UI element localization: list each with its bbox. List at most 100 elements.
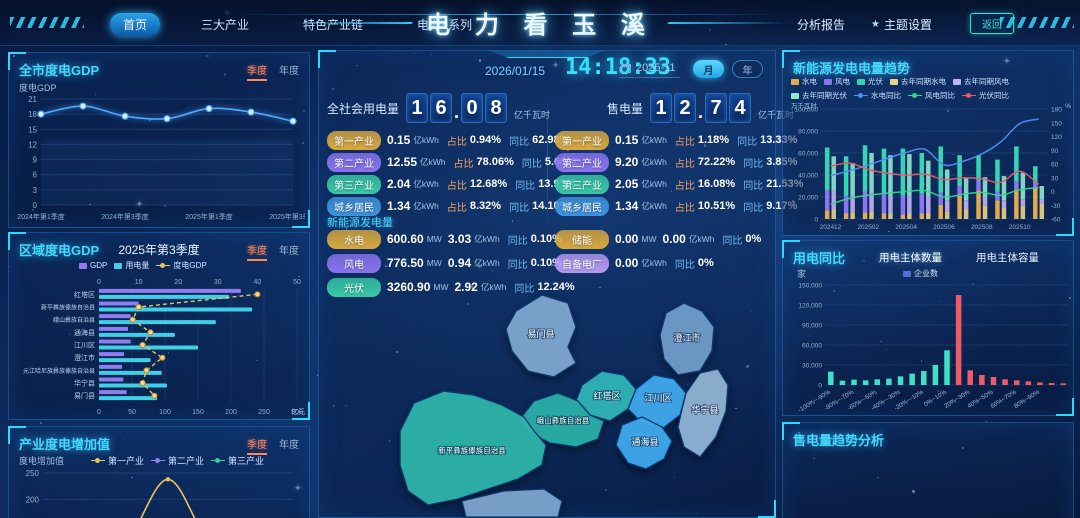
- category-badge: 光伏: [327, 277, 381, 297]
- legend-label: 度电GDP: [173, 261, 207, 270]
- svg-text:80,000: 80,000: [798, 129, 818, 136]
- svg-text:万千瓦时: 万千瓦时: [791, 101, 818, 110]
- tab-年度[interactable]: 年度: [279, 66, 299, 77]
- decor-slashes-right: [1000, 17, 1074, 28]
- panel-consumption-yoy: 用电同比 用电主体数量 用电主体容量 企业数 家 0 30,000 60,000 90,…: [782, 240, 1074, 416]
- period-button-月[interactable]: 月: [693, 60, 724, 78]
- category-badge: 第二产业: [555, 152, 609, 172]
- secondary-nav-item-主题设置[interactable]: ★ 主题设置: [871, 16, 932, 33]
- tab-季度[interactable]: 季度: [247, 436, 267, 455]
- svg-text:0: 0: [33, 201, 38, 210]
- svg-text:202502: 202502: [857, 224, 879, 231]
- svg-text:120,000: 120,000: [799, 303, 823, 310]
- legend-marker: [908, 93, 922, 98]
- tab-季度[interactable]: 季度: [247, 242, 267, 261]
- yoy-metric-tabs: 用电主体数量 用电主体容量: [879, 250, 1039, 265]
- map-district-峨山彝族自治县[interactable]: 峨山彝族自治县: [519, 392, 605, 448]
- yoy-value: 0%: [697, 257, 714, 269]
- svg-text:202504: 202504: [895, 224, 917, 231]
- svg-text:30: 30: [214, 279, 222, 286]
- nav-item-三大产业[interactable]: 三大产业: [201, 18, 250, 32]
- secondary-nav-label: 主题设置: [883, 18, 932, 32]
- legend-item-第一产业[interactable]: 第一产业: [91, 454, 144, 467]
- nav-item-电力+系列[interactable]: 电力+系列: [417, 18, 473, 32]
- share-label: 占比: [453, 158, 474, 170]
- svg-text:2025年第1季度: 2025年第1季度: [185, 212, 232, 221]
- svg-text:0: 0: [97, 409, 101, 416]
- share-label: 占比: [674, 136, 695, 148]
- legend-swatch: [791, 78, 799, 85]
- y-axis-label: 度电增加值: [19, 456, 65, 466]
- tab-年度[interactable]: 年度: [279, 440, 299, 451]
- digit-box: 8: [485, 93, 508, 123]
- yoy-label: 同比: [507, 235, 528, 247]
- newenergy-trend-chart: 万千瓦时 % 0 20,000 40,000 60,000 80,000 100,000 -60…: [791, 101, 1071, 231]
- svg-text:60,000: 60,000: [802, 343, 822, 350]
- map-district-新平彝族傣族自治县[interactable]: 新平彝族傣族自治县: [399, 390, 547, 506]
- star-icon: ★: [871, 19, 880, 30]
- legend-item-企业数[interactable]: 企业数: [903, 268, 938, 279]
- legend-item-去年同期光伏[interactable]: 去年同期光伏: [791, 90, 847, 101]
- city-gdp-line-chart: 0 3 6 9 12 15 18 21 2024年第1季度 2024年第3季度 2025年第1季度 2…: [17, 95, 305, 221]
- map-district-易门县[interactable]: 易门县: [505, 294, 577, 378]
- svg-text:180: 180: [1051, 107, 1062, 114]
- date-picker[interactable]: 2025-11: [619, 62, 680, 78]
- map-district-红塔区[interactable]: 红塔区: [575, 370, 637, 422]
- yoy-label: 同比: [514, 283, 535, 295]
- legend-item-用电量[interactable]: 用电量: [114, 260, 149, 271]
- legend-label: 第三产业: [228, 456, 265, 466]
- svg-text:3: 3: [33, 186, 38, 195]
- legend-item-光伏同比[interactable]: 光伏同比: [962, 90, 1009, 101]
- category-badge: 第三产业: [555, 174, 609, 194]
- legend-item-风电同比[interactable]: 风电同比: [908, 90, 955, 101]
- yoy-tab-用电主体容量[interactable]: 用电主体容量: [976, 252, 1039, 264]
- star-dot: [40, 422, 42, 424]
- period-button-年[interactable]: 年: [732, 60, 763, 78]
- svg-text:120: 120: [1051, 134, 1062, 141]
- panel-title: 新能源发电电量趋势: [793, 61, 911, 76]
- legend-item-第二产业[interactable]: 第二产业: [151, 454, 204, 467]
- svg-text:18: 18: [28, 110, 37, 119]
- legend-item-风电[interactable]: 风电: [824, 76, 850, 87]
- svg-text:2024年第1季度: 2024年第1季度: [17, 212, 64, 221]
- legend-item-光伏[interactable]: 光伏: [857, 76, 883, 87]
- yoy-tab-用电主体数量[interactable]: 用电主体数量: [879, 252, 942, 264]
- svg-text:澄江市: 澄江市: [74, 353, 95, 362]
- nav-item-首页[interactable]: 首页: [110, 13, 161, 36]
- map-district-通海县[interactable]: 通海县: [615, 416, 673, 470]
- panel-center-overview: 2026/01/15 14:18:33 2025-11 月年 全社会用电量 1 6.…: [318, 50, 804, 518]
- legend-item-GDP[interactable]: GDP: [79, 261, 107, 270]
- decor-title-line-left: [291, 21, 413, 24]
- value: 12.55: [387, 155, 418, 169]
- secondary-nav-item-分析报告[interactable]: 分析报告: [797, 16, 845, 33]
- legend-item-去年同期水电[interactable]: 去年同期水电: [890, 76, 946, 87]
- legend-label: 风电: [835, 77, 850, 86]
- share-value: 16.08%: [697, 178, 736, 190]
- decor-title-line-right: [667, 21, 789, 24]
- legend-item-水电同比[interactable]: 水电同比: [854, 90, 901, 101]
- energy-value: 0.00: [615, 256, 639, 270]
- category-badge: 城乡居民: [555, 196, 609, 216]
- share-label: 占比: [446, 180, 467, 192]
- map-district-华宁县[interactable]: 华宁县: [677, 368, 729, 458]
- legend-marker: [156, 263, 171, 268]
- yoy-label: 同比: [507, 259, 528, 271]
- legend-item-第三产业[interactable]: 第三产业: [211, 454, 264, 467]
- legend-item-度电GDP[interactable]: 度电GDP: [156, 260, 207, 271]
- yoy-value: 0%: [745, 233, 762, 245]
- tab-年度[interactable]: 年度: [279, 246, 299, 257]
- legend-swatch: [114, 262, 123, 269]
- newenergy-right-rows: 储能 0.00 MW 0.00 亿kWh 同比 0% 自备电厂 0.00 亿kWh 同比 0%: [555, 227, 761, 275]
- sales-stat: 售电量 1 2. 7 4 亿千瓦时: [607, 93, 794, 123]
- tab-季度[interactable]: 季度: [247, 62, 267, 81]
- svg-text:0: 0: [814, 217, 818, 224]
- svg-text:12: 12: [28, 140, 37, 149]
- legend-item-去年同期风电[interactable]: 去年同期风电: [953, 76, 1009, 87]
- legend-swatch: [890, 78, 898, 85]
- value: 2.04: [387, 177, 411, 191]
- legend-swatch: [903, 270, 911, 277]
- legend-item-水电[interactable]: 水电: [791, 76, 817, 87]
- map-district-澄江市[interactable]: 澄江市: [659, 302, 715, 376]
- svg-text:200: 200: [26, 495, 40, 504]
- svg-text:元江哈尼族彝族傣族自治县: 元江哈尼族彝族傣族自治县: [23, 367, 95, 375]
